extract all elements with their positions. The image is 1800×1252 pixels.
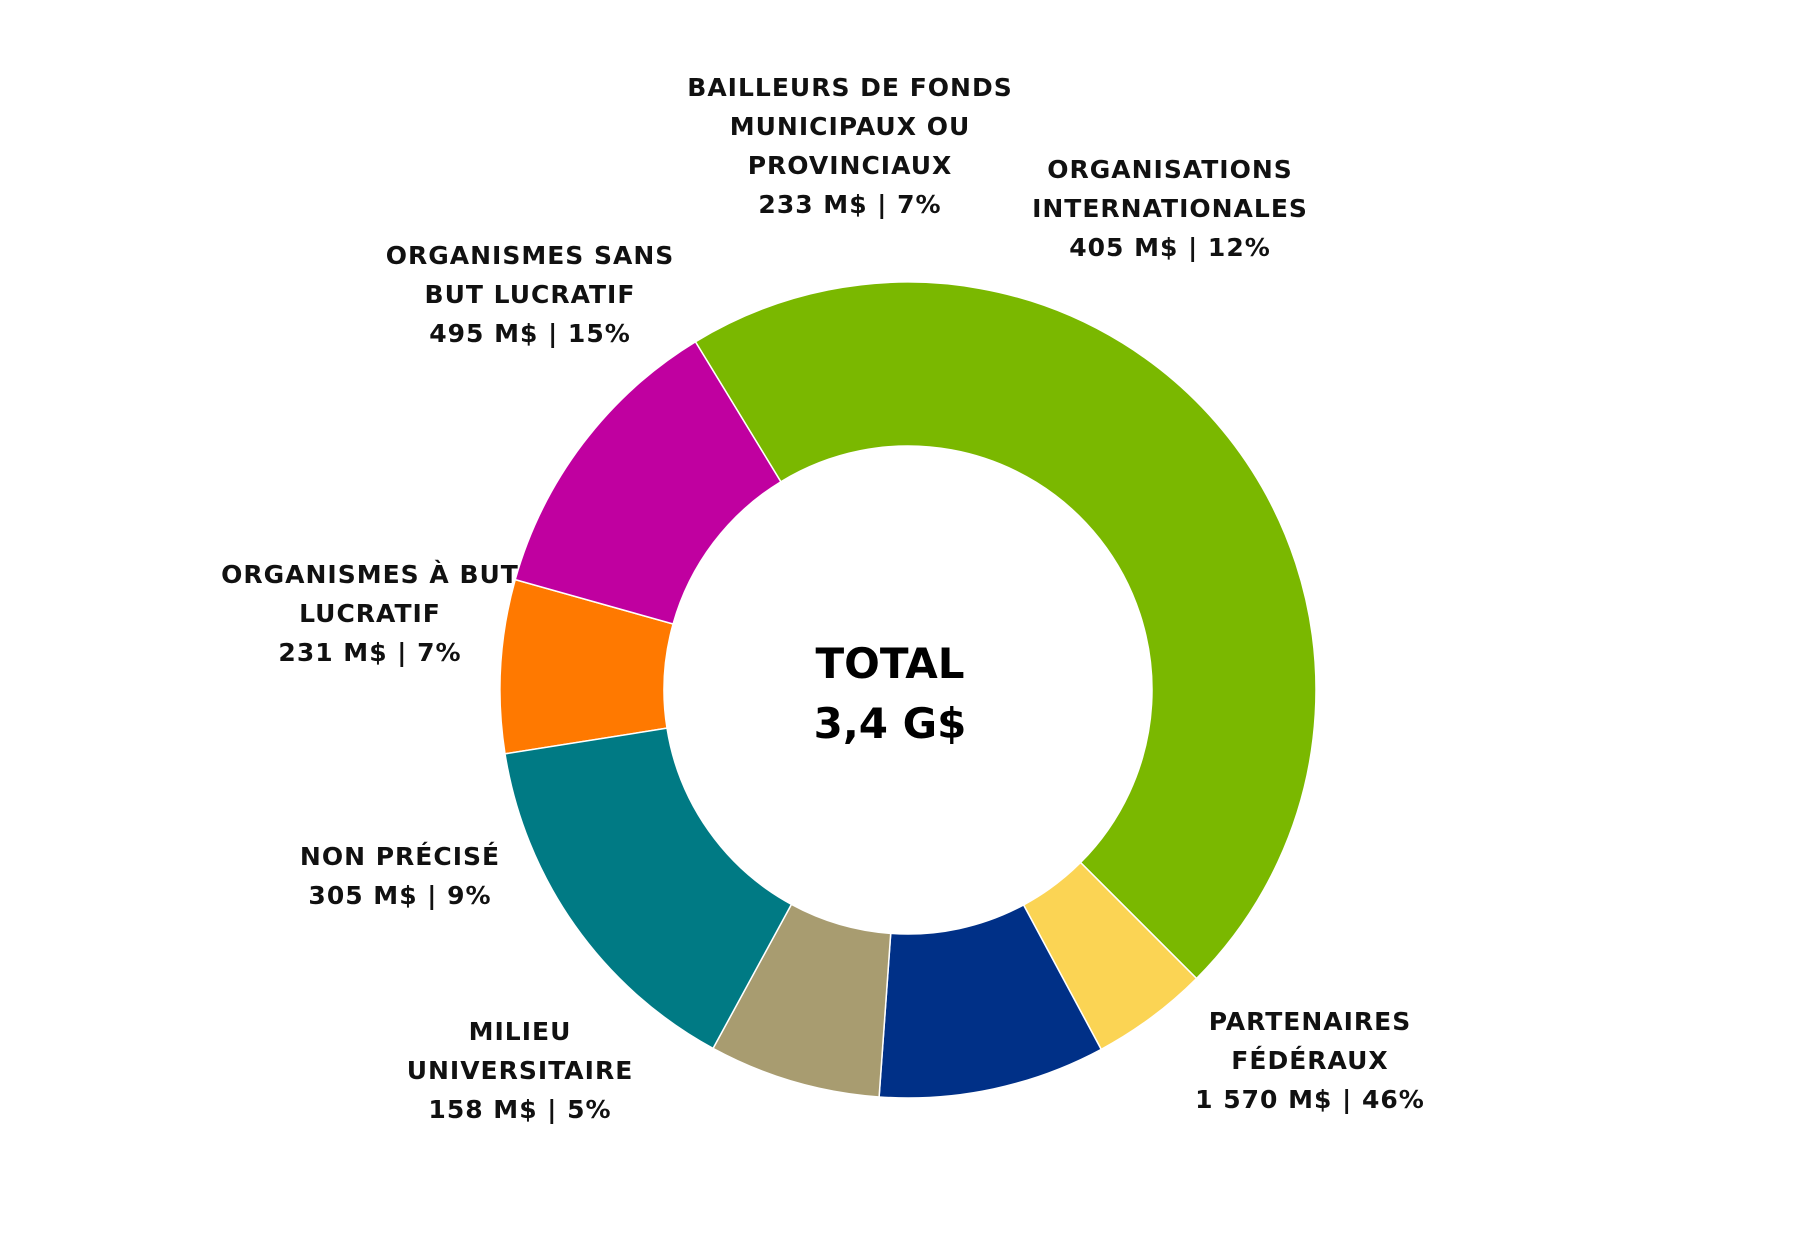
slice-label-bailleurs: BAILLEURS DE FONDS MUNICIPAUX OU PROVINC…	[687, 73, 1013, 219]
slice-label-organismes-sans-but-lucratif: ORGANISMES SANS BUT LUCRATIF 495 M$ | 15…	[385, 241, 675, 348]
center-total-label: TOTAL 3,4 G$	[790, 634, 990, 754]
center-total-title: TOTAL	[815, 639, 965, 688]
center-total-value: 3,4 G$	[813, 699, 967, 748]
slice-label-milieu-universitaire: MILIEU UNIVERSITAIRE 158 M$ | 5%	[406, 1017, 634, 1124]
slice-label-partenaires-federaux: PARTENAIRES FÉDÉRAUX 1 570 M$ | 46%	[1195, 1007, 1425, 1114]
slice-label-organismes-but-lucratif: ORGANISMES À BUT LUCRATIF 231 M$ | 7%	[221, 560, 519, 667]
slice-organismes-sans-but-lucratif	[504, 727, 793, 1050]
donut-slices	[499, 281, 1317, 1099]
slice-partenaires-federaux	[694, 281, 1317, 980]
slice-label-organisations-internationales: ORGANISATIONS INTERNATIONALES 405 M$ | 1…	[1032, 155, 1308, 262]
slice-label-non-precise: NON PRÉCISÉ 305 M$ | 9%	[299, 842, 501, 910]
